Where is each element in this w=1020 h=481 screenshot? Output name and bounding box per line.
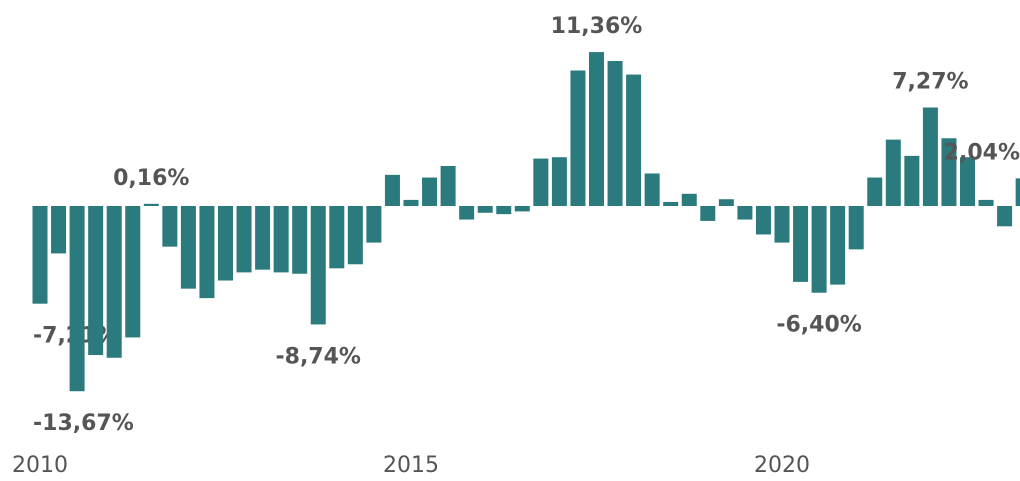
data-label: -8,74% xyxy=(276,344,361,369)
bar xyxy=(644,173,660,206)
bar xyxy=(496,206,512,215)
bar xyxy=(533,158,549,206)
bar xyxy=(422,177,438,206)
bar xyxy=(69,206,85,392)
data-label: 2,04% xyxy=(944,140,1020,165)
bar xyxy=(589,52,604,207)
bar xyxy=(663,201,679,206)
data-label: 7,27% xyxy=(892,69,968,94)
bar xyxy=(551,157,567,206)
bar xyxy=(793,206,809,282)
bar xyxy=(514,206,530,212)
bar xyxy=(737,206,753,220)
bar xyxy=(255,206,271,270)
data-label: 11,36% xyxy=(551,14,643,39)
bar xyxy=(774,206,790,243)
bar xyxy=(32,206,48,304)
bar xyxy=(960,157,975,206)
bar xyxy=(607,61,623,206)
bar xyxy=(180,206,196,289)
x-tick-label: 2020 xyxy=(754,453,810,478)
bar xyxy=(143,203,159,206)
bar xyxy=(922,107,938,206)
data-label: -6,40% xyxy=(776,313,861,338)
bar xyxy=(477,206,493,213)
bar xyxy=(162,206,178,247)
x-tick-label: 2015 xyxy=(383,453,439,478)
bar xyxy=(718,199,734,206)
bar xyxy=(941,138,957,206)
bar xyxy=(626,74,642,206)
bar xyxy=(459,206,475,220)
bar xyxy=(830,206,846,285)
bar xyxy=(51,206,67,254)
bar xyxy=(310,206,326,325)
bar xyxy=(1015,178,1020,206)
bar xyxy=(570,70,586,206)
bar xyxy=(867,177,883,206)
bar xyxy=(366,206,382,243)
bar xyxy=(681,193,697,206)
bar xyxy=(273,206,289,273)
bar xyxy=(384,174,400,206)
bar xyxy=(904,155,920,206)
bar xyxy=(199,206,215,299)
bar xyxy=(218,206,233,281)
x-tick-label: 2010 xyxy=(12,453,68,478)
bar xyxy=(755,206,771,235)
bar xyxy=(125,206,141,338)
bar xyxy=(88,206,104,356)
bar xyxy=(236,206,252,273)
bar xyxy=(848,206,864,250)
bar xyxy=(347,206,363,265)
bar xyxy=(885,139,901,206)
bar xyxy=(811,206,827,293)
bar xyxy=(978,199,994,206)
bar xyxy=(403,199,419,206)
bar xyxy=(997,206,1013,227)
bar xyxy=(329,206,345,269)
data-label: -13,67% xyxy=(33,411,134,436)
bar xyxy=(700,206,716,221)
bar xyxy=(440,166,456,206)
bar xyxy=(106,206,122,358)
bar xyxy=(292,206,308,274)
data-label: 0,16% xyxy=(113,166,189,191)
